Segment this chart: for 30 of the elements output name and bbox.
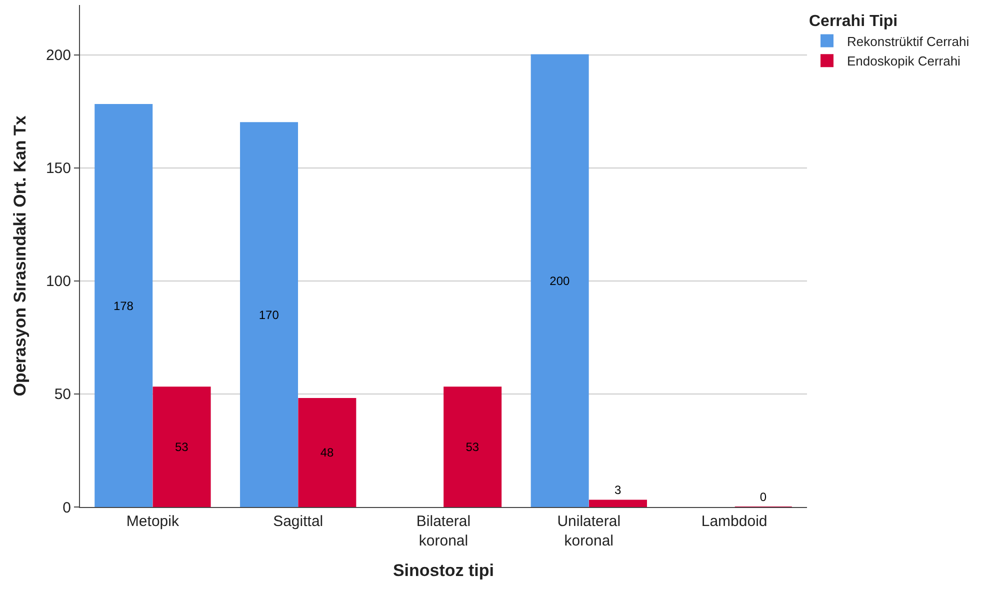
data-label: 3 [614, 483, 622, 498]
y-axis-title: Operasyon Sırasındaki Ort. Kan Tx [10, 115, 30, 396]
bar [240, 122, 298, 507]
data-label: 0 [760, 490, 767, 504]
bar [530, 54, 589, 507]
data-label: 53 [174, 440, 189, 454]
data-label: 53 [466, 440, 480, 454]
x-tick-label: Bilateral koronal [416, 513, 471, 550]
bar [588, 500, 647, 507]
y-tick-label: 50 [54, 386, 71, 404]
x-tick-label: Unilateral koronal [557, 513, 621, 550]
data-label: 170 [258, 308, 280, 322]
bar [444, 386, 502, 507]
y-tick-label: 200 [46, 47, 71, 64]
legend-label: Endoskopik Cerrahi [847, 54, 961, 69]
y-tick-label: 100 [46, 273, 71, 290]
bar [298, 398, 356, 507]
bar [94, 104, 153, 507]
x-tick-label: Sagittal [273, 513, 324, 530]
y-tick-label: 150 [46, 160, 71, 178]
x-axis-title: Sinostoz tipi [392, 560, 494, 580]
x-tick-label: Lambdoid [701, 513, 768, 530]
y-tick-label: 0 [62, 499, 71, 516]
x-tick-label: Metopik [126, 513, 180, 530]
data-label: 200 [550, 274, 570, 288]
data-label: 48 [320, 446, 334, 460]
data-label: 178 [113, 298, 134, 313]
legend-title: Cerrahi Tipi [809, 12, 898, 30]
bar [152, 386, 211, 507]
legend-label: Rekonstrüktif Cerrahi [847, 34, 970, 49]
